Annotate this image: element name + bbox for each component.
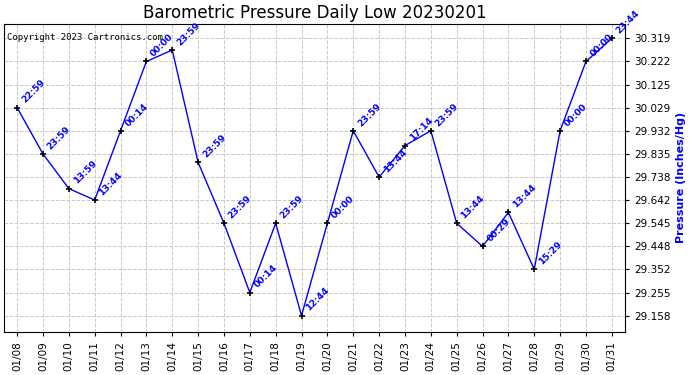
Text: 00:14: 00:14 — [253, 263, 279, 290]
Text: 23:44: 23:44 — [615, 9, 642, 36]
Text: 13:44: 13:44 — [97, 171, 124, 197]
Text: 23:59: 23:59 — [46, 124, 72, 151]
Text: Copyright 2023 Cartronics.com: Copyright 2023 Cartronics.com — [8, 33, 163, 42]
Text: 00:29: 00:29 — [485, 217, 512, 244]
Text: 23:59: 23:59 — [227, 194, 253, 220]
Text: 12:44: 12:44 — [304, 286, 331, 313]
Text: 23:59: 23:59 — [175, 21, 201, 47]
Text: 17:14: 17:14 — [408, 116, 435, 143]
Text: 23:59: 23:59 — [356, 101, 383, 128]
Text: 23:59: 23:59 — [201, 133, 228, 159]
Text: 13:44: 13:44 — [460, 194, 486, 220]
Text: 13:44: 13:44 — [382, 147, 408, 174]
Text: 00:00: 00:00 — [149, 33, 175, 59]
Y-axis label: Pressure (Inches/Hg): Pressure (Inches/Hg) — [676, 112, 686, 243]
Text: 00:00: 00:00 — [563, 102, 589, 128]
Text: 23:59: 23:59 — [433, 101, 460, 128]
Text: 23:59: 23:59 — [279, 194, 305, 220]
Text: 13:59: 13:59 — [72, 159, 98, 186]
Text: 00:00: 00:00 — [330, 194, 357, 220]
Text: 00:00: 00:00 — [589, 33, 615, 59]
Text: 15:29: 15:29 — [537, 240, 564, 267]
Title: Barometric Pressure Daily Low 20230201: Barometric Pressure Daily Low 20230201 — [143, 4, 486, 22]
Text: 22:59: 22:59 — [20, 78, 46, 105]
Text: 00:14: 00:14 — [124, 102, 150, 128]
Text: 13:44: 13:44 — [511, 183, 538, 210]
